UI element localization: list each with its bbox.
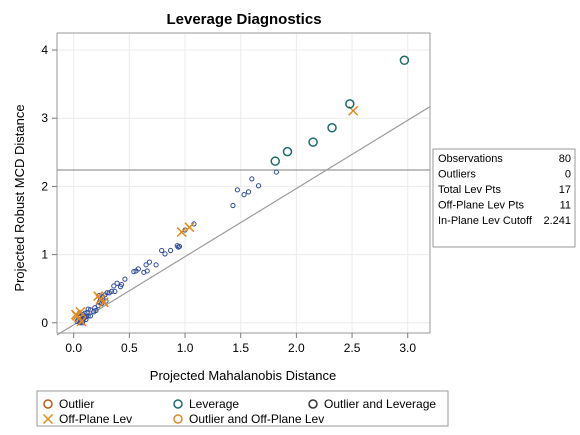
- point-normal: [87, 313, 94, 319]
- plot-area-frame: [56, 32, 431, 334]
- point-leverage: [282, 146, 293, 157]
- point-off-plane-lev-stroke: [93, 291, 104, 302]
- point-normal: [162, 251, 168, 257]
- legend-label: Leverage: [189, 397, 239, 411]
- point-normal: [245, 189, 252, 195]
- point-off-plane-lev-stroke: [76, 316, 87, 327]
- point-normal: [114, 280, 120, 286]
- inset-row-value: 17: [559, 184, 571, 196]
- x-tick-label: 0.5: [121, 341, 138, 355]
- point-normal: [249, 176, 255, 182]
- x-tick-label: 2.0: [288, 341, 305, 355]
- inset-statistics-table: Observations 80 Outliers 0 Total Lev Pts 17 Of…: [432, 148, 576, 248]
- y-tick-label: 1: [41, 248, 48, 262]
- gridlines: [57, 33, 430, 333]
- inset-row-value: 0: [565, 169, 571, 181]
- point-normal: [103, 298, 109, 304]
- point-normal: [176, 243, 183, 250]
- point-normal: [131, 269, 137, 275]
- y-tick-label: 4: [41, 43, 48, 57]
- x-axis-ticks: 0.0 0.5 1.0 1.5 2.0 2.5 3.0: [65, 333, 416, 355]
- y-tick-label: 3: [41, 111, 48, 125]
- y-tick-label: 0: [41, 316, 48, 330]
- point-off-plane-lev-stroke: [70, 309, 81, 320]
- inset-row-value: 11: [560, 200, 571, 212]
- x-tick-label: 0.0: [65, 341, 82, 355]
- point-normal: [174, 243, 180, 249]
- point-normal: [146, 259, 153, 265]
- point-off-plane-lev-stroke: [95, 294, 106, 305]
- point-normal: [241, 191, 247, 198]
- legend-marker-leverage: [173, 399, 183, 409]
- inset-row-label: Off-Plane Lev Pts: [438, 200, 525, 212]
- legend-border: [36, 390, 449, 427]
- point-leverage: [399, 55, 410, 66]
- point-normal: [143, 262, 149, 268]
- point-normal: [111, 283, 117, 289]
- inset-row-label: Outliers: [438, 169, 476, 181]
- point-normal: [106, 290, 112, 296]
- diagonal-reference-line: [56, 106, 431, 336]
- legend-marker-outlier-and-leverage: [308, 399, 318, 409]
- point-off-plane-lev: [176, 227, 187, 238]
- point-normal: [273, 169, 279, 175]
- reference-lines: [56, 106, 431, 336]
- point-normal: [230, 202, 236, 209]
- x-axis-label: Projected Mahalanobis Distance: [150, 368, 336, 383]
- legend-marker-off-plane-lev-stroke: [42, 413, 54, 425]
- point-normal: [122, 276, 128, 282]
- point-normal: [82, 314, 88, 320]
- point-off-plane-lev-stroke: [184, 222, 195, 233]
- point-leverage: [327, 123, 337, 133]
- point-off-plane-lev-stroke: [75, 306, 86, 317]
- legend-label: Outlier and Off-Plane Lev: [189, 412, 324, 426]
- x-tick-label: 1.0: [177, 341, 194, 355]
- legend-marker-outlier-and-off-plane-lev: [173, 414, 183, 424]
- legend: Outlier Leverage Outlier and Leverage Off-P…: [36, 390, 449, 427]
- inset-row-value: 80: [559, 153, 571, 165]
- point-off-plane-lev-stroke: [176, 227, 187, 238]
- point-normal: [117, 284, 124, 290]
- legend-label: Off-Plane Lev: [59, 412, 132, 426]
- point-leverage: [308, 137, 318, 147]
- point-normal: [87, 307, 94, 313]
- inset-row-label: Total Lev Pts: [438, 184, 501, 196]
- inset-row-value: 2.241: [543, 215, 571, 227]
- point-normal: [133, 268, 139, 274]
- inset-table-border: [432, 148, 576, 248]
- point-off-plane-lev: [93, 291, 104, 302]
- legend-marker-off-plane-lev: [42, 413, 54, 425]
- chart-title: Leverage Diagnostics: [166, 11, 321, 28]
- point-normal: [112, 288, 118, 295]
- x-tick-label: 2.5: [344, 341, 361, 355]
- point-off-plane-lev: [70, 309, 81, 320]
- inset-row-label: In-Plane Lev Cutoff: [438, 215, 533, 227]
- point-off-plane-lev-stroke: [348, 105, 359, 116]
- point-normal: [159, 247, 165, 254]
- point-off-plane-lev: [75, 306, 86, 317]
- point-normal: [234, 187, 240, 193]
- x-tick-label: 1.5: [232, 341, 249, 355]
- point-leverage: [345, 99, 355, 109]
- legend-label: Outlier: [59, 397, 94, 411]
- y-axis-ticks: 0 1 2 3 4: [41, 43, 57, 330]
- point-normal: [141, 269, 147, 275]
- point-normal: [93, 307, 99, 314]
- y-axis-label: Projected Robust MCD Distance: [12, 104, 27, 291]
- point-off-plane-lev: [184, 222, 195, 233]
- point-off-plane-lev: [76, 316, 87, 327]
- point-normal: [167, 247, 174, 254]
- legend-label: Outlier and Leverage: [324, 397, 436, 411]
- y-tick-label: 2: [41, 179, 48, 193]
- point-normal: [255, 183, 262, 189]
- point-leverage: [270, 156, 280, 166]
- inset-row-label: Observations: [438, 153, 503, 165]
- data-points: [70, 55, 410, 327]
- legend-marker-outlier: [43, 399, 53, 409]
- point-normal: [153, 262, 159, 268]
- x-tick-label: 3.0: [399, 341, 416, 355]
